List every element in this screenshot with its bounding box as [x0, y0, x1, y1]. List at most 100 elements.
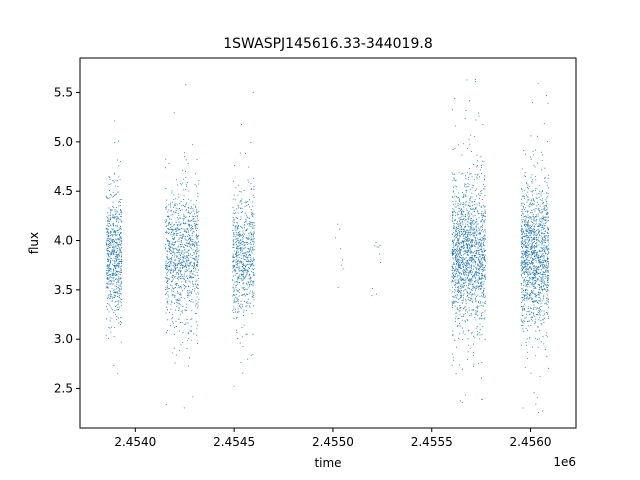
- data-point: [455, 272, 457, 274]
- data-point: [533, 222, 535, 224]
- data-point: [189, 281, 191, 283]
- data-point: [467, 179, 469, 180]
- data-point: [247, 259, 249, 261]
- data-point: [473, 223, 475, 225]
- data-point: [475, 327, 477, 329]
- data-point: [457, 251, 459, 253]
- data-point: [237, 225, 239, 226]
- data-point: [167, 224, 169, 226]
- data-point: [480, 226, 481, 228]
- data-point: [180, 262, 182, 264]
- data-point: [529, 279, 530, 281]
- data-point: [233, 247, 235, 248]
- data-point: [181, 237, 183, 239]
- data-point: [527, 236, 529, 238]
- data-point: [247, 239, 249, 241]
- data-point: [479, 241, 481, 243]
- data-point: [117, 245, 119, 246]
- data-point: [452, 356, 454, 358]
- data-point: [465, 269, 467, 271]
- data-point: [197, 274, 199, 276]
- data-point: [463, 308, 465, 310]
- data-point: [484, 300, 486, 302]
- data-point: [233, 291, 235, 293]
- data-point: [232, 265, 234, 267]
- data-point: [540, 193, 542, 195]
- data-point: [475, 267, 476, 269]
- data-point: [239, 247, 241, 249]
- data-point: [522, 321, 523, 323]
- data-point: [183, 195, 185, 197]
- data-point: [175, 268, 176, 270]
- data-point: [524, 308, 525, 309]
- data-point: [454, 245, 456, 247]
- data-point: [479, 195, 481, 196]
- data-point: [520, 319, 522, 321]
- data-point: [466, 243, 468, 245]
- data-point: [239, 270, 241, 272]
- data-point: [482, 251, 484, 252]
- data-point: [476, 286, 478, 288]
- data-point: [529, 298, 531, 300]
- data-point: [106, 265, 108, 267]
- data-point: [478, 278, 480, 280]
- data-point: [527, 254, 529, 256]
- data-point: [451, 109, 453, 111]
- data-point: [193, 290, 195, 292]
- data-point: [198, 241, 199, 243]
- data-point: [165, 262, 167, 264]
- data-point: [247, 201, 249, 202]
- data-point: [535, 220, 537, 222]
- data-point: [541, 253, 543, 255]
- data-point: [239, 342, 241, 344]
- data-point: [251, 240, 253, 242]
- data-point: [246, 205, 248, 207]
- data-point: [526, 250, 528, 252]
- data-point: [188, 245, 190, 247]
- data-point: [456, 297, 458, 299]
- data-point: [120, 244, 121, 246]
- data-point: [454, 148, 456, 149]
- data-point: [194, 225, 196, 227]
- data-point: [523, 299, 525, 301]
- data-point: [521, 242, 523, 243]
- data-point: [484, 317, 486, 319]
- data-point: [176, 299, 178, 301]
- data-point: [165, 247, 167, 249]
- data-point: [465, 236, 466, 238]
- data-point: [539, 330, 541, 332]
- data-point: [179, 276, 181, 278]
- data-point: [452, 203, 454, 205]
- data-point: [484, 212, 486, 214]
- data-point: [527, 221, 529, 223]
- data-point: [169, 268, 171, 270]
- data-point: [239, 201, 241, 203]
- data-point: [481, 263, 483, 265]
- data-point: [456, 206, 458, 208]
- data-point: [522, 263, 524, 265]
- data-point: [526, 297, 528, 299]
- data-point: [240, 203, 242, 205]
- data-point: [466, 210, 468, 211]
- data-point: [537, 209, 539, 211]
- data-point: [478, 301, 479, 303]
- data-point: [456, 214, 458, 216]
- data-point: [108, 327, 110, 328]
- data-point: [167, 216, 169, 218]
- data-point: [466, 263, 468, 265]
- data-point: [476, 221, 478, 223]
- data-point: [165, 289, 166, 291]
- data-point: [546, 267, 548, 269]
- data-point: [116, 271, 118, 273]
- data-point: [234, 265, 235, 267]
- data-point: [111, 283, 113, 285]
- data-point: [239, 262, 241, 264]
- data-point: [119, 324, 121, 325]
- data-point: [532, 254, 534, 256]
- data-point: [252, 257, 254, 259]
- data-point: [526, 222, 528, 224]
- data-point: [539, 235, 541, 237]
- data-point: [477, 271, 478, 273]
- data-point: [452, 249, 454, 251]
- data-point: [105, 195, 107, 197]
